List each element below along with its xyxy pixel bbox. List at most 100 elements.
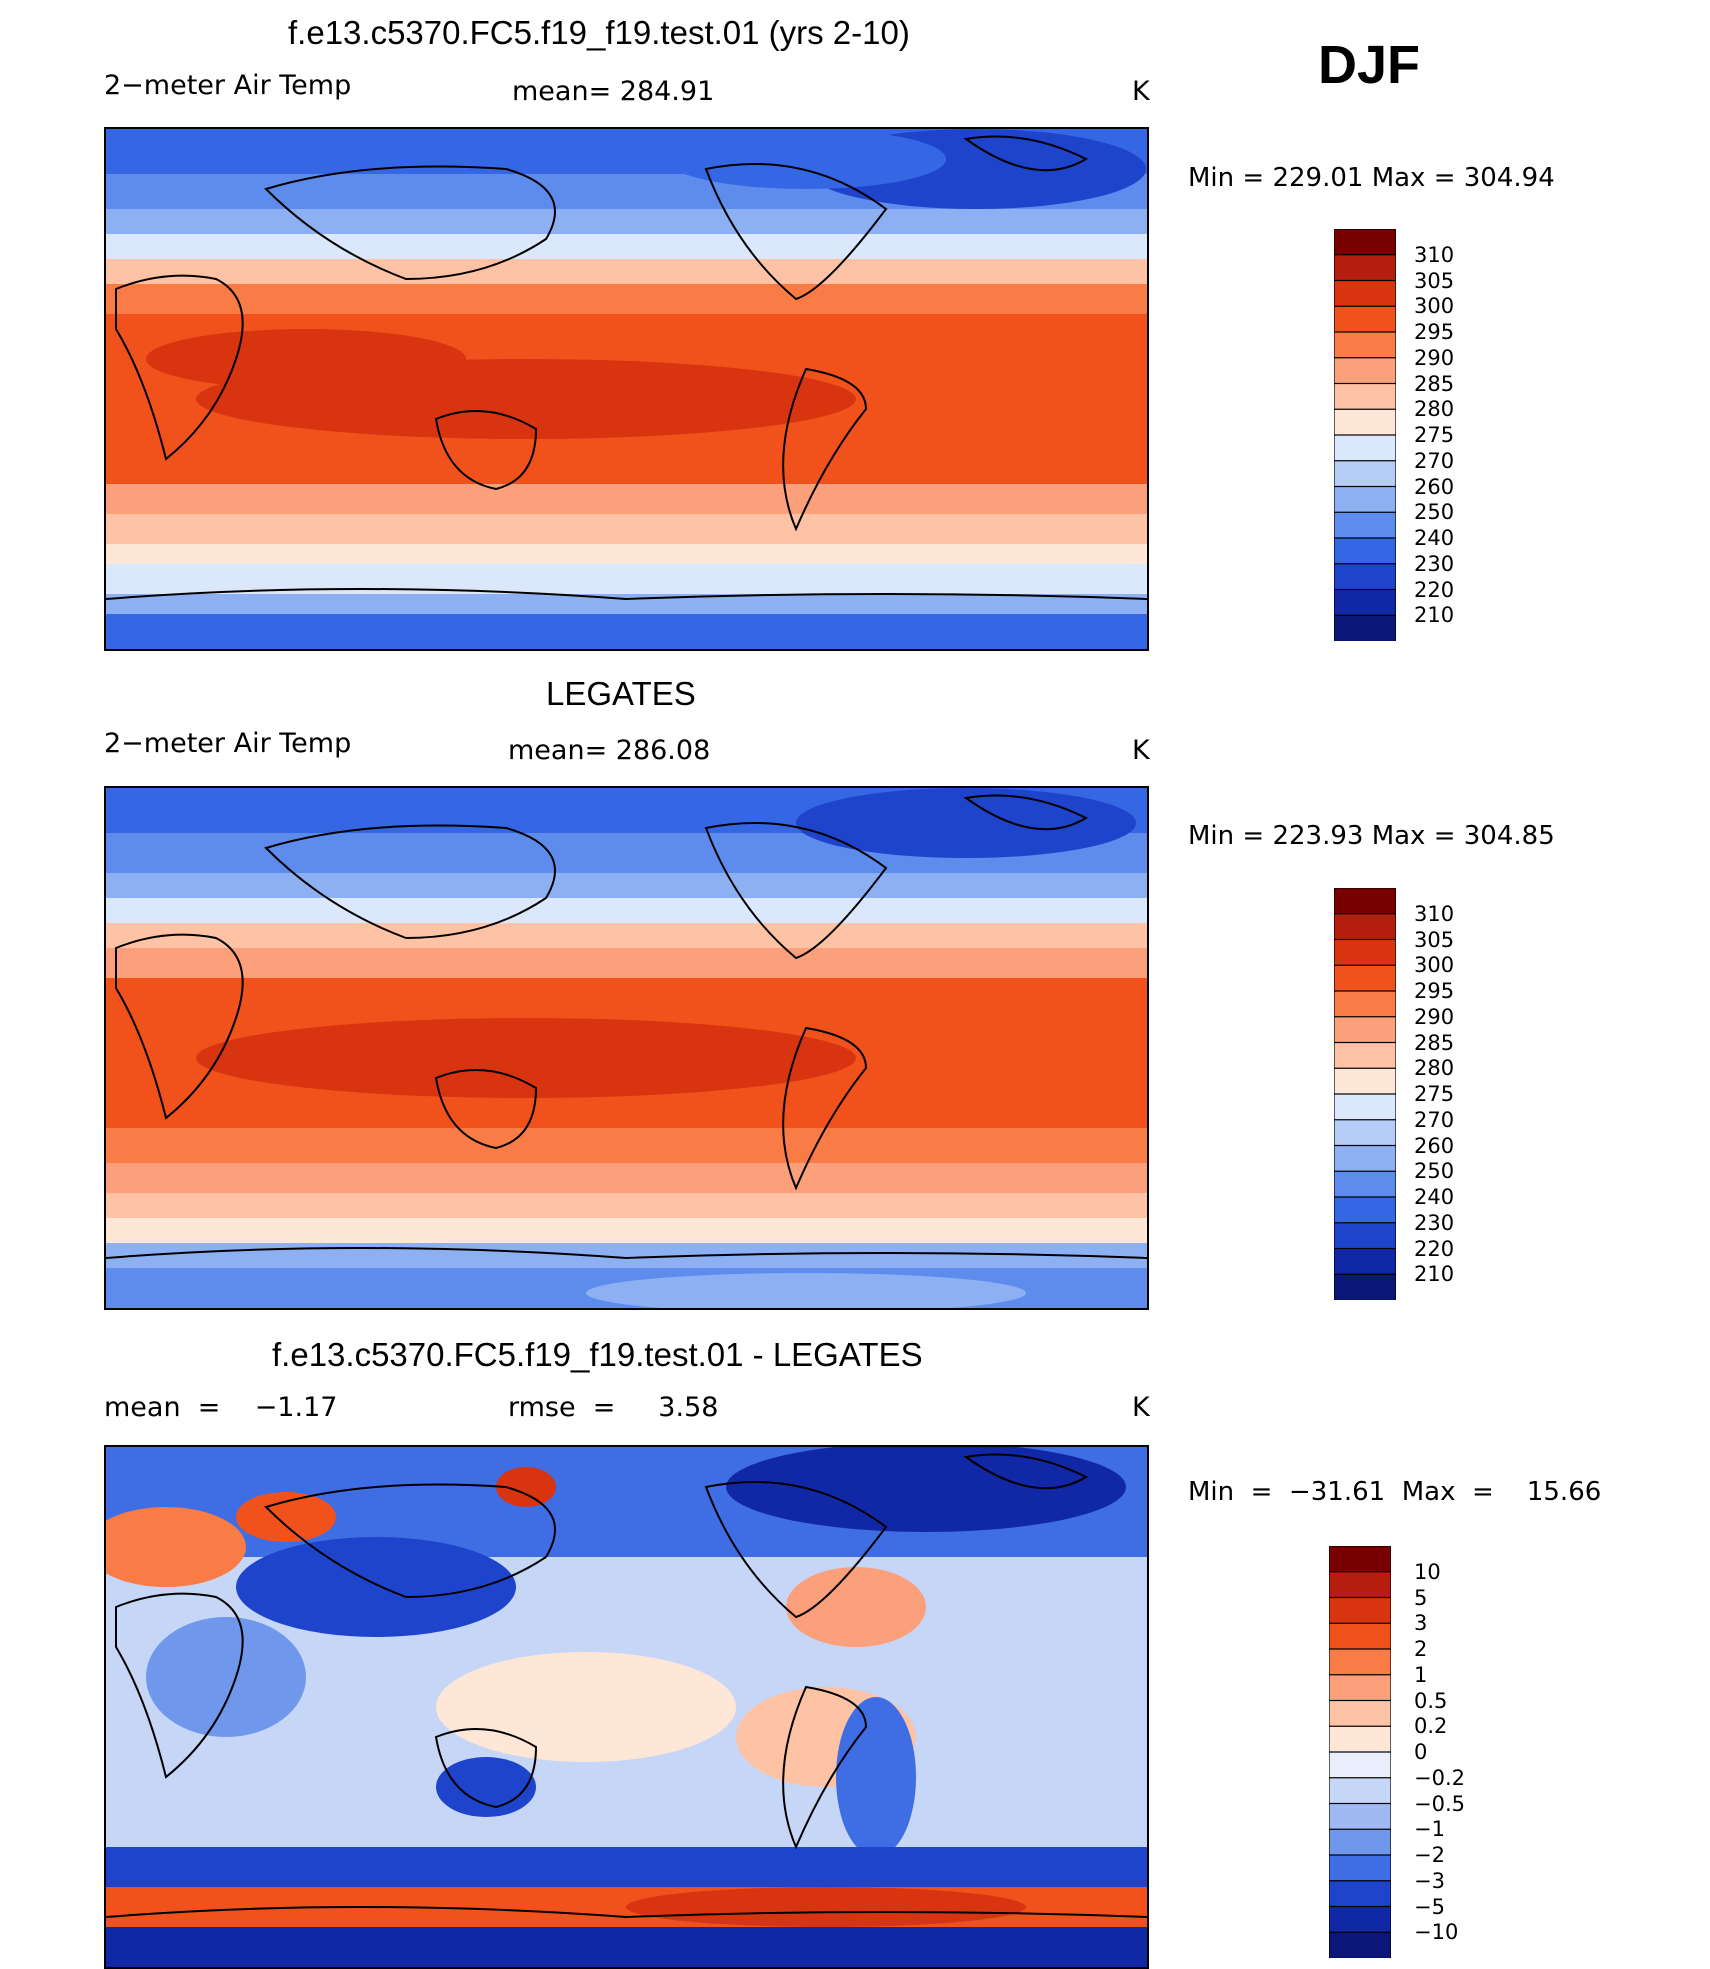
panel-model-colorbar-svg	[1333, 228, 1397, 643]
panel-model-map-svg	[106, 129, 1147, 649]
colorbar-swatch	[1328, 1648, 1392, 1676]
colorbar-swatch	[1333, 1041, 1397, 1070]
colorbar-swatch	[1328, 1828, 1392, 1857]
colorbar-tick-label: 280	[1414, 397, 1455, 422]
coastlines	[106, 1453, 1147, 1919]
colorbar-tick-label: 295	[1414, 979, 1455, 1003]
colorbar-swatch	[1333, 279, 1397, 308]
temperature-bands	[106, 129, 1147, 649]
panel-obs-map-svg	[106, 788, 1147, 1308]
colorbar-tick-label: 250	[1414, 1159, 1455, 1184]
colorbar-tick-label: 230	[1414, 551, 1455, 576]
panel-model-variable: 2−meter Air Temp	[104, 70, 352, 101]
colorbar-swatch	[1333, 357, 1397, 385]
colorbar-swatch	[1328, 1622, 1392, 1651]
colorbar-swatch	[1333, 1016, 1397, 1044]
colorbar-tick-label: 220	[1414, 577, 1455, 602]
colorbar-swatch	[1333, 887, 1397, 915]
colorbar-tick-label: −2	[1414, 1843, 1445, 1867]
colorbar-swatch	[1333, 588, 1397, 617]
colorbar-tick-label: 280	[1414, 1056, 1455, 1081]
colorbar-swatch	[1328, 1854, 1392, 1882]
colorbar-tick-label: 10	[1414, 1559, 1441, 1584]
temperature-bands	[106, 788, 1147, 1308]
panel-diff-minmax: Min = −31.61 Max = 15.66	[1188, 1477, 1602, 1507]
colorbar-tick-label: 300	[1414, 953, 1455, 978]
colorbar-swatch	[1328, 1725, 1392, 1754]
colorbar-swatch	[1333, 1247, 1397, 1276]
panel-obs-title: LEGATES	[546, 675, 696, 712]
colorbar-tick-label: 285	[1414, 371, 1455, 396]
colorbar-swatch	[1328, 1699, 1392, 1728]
colorbar-tick-label: 270	[1414, 448, 1455, 473]
colorbar-swatch	[1333, 938, 1397, 967]
colorbar-swatch	[1333, 511, 1397, 540]
colorbar-tick-label: 260	[1414, 474, 1455, 499]
colorbar-swatch	[1328, 1880, 1392, 1908]
colorbar-tick-label: 310	[1414, 242, 1455, 267]
colorbar-swatch	[1333, 1273, 1397, 1302]
colorbar-swatch	[1333, 434, 1397, 462]
colorbar-tick-label: 2	[1414, 1637, 1428, 1661]
panel-obs-minmax: Min = 223.93 Max = 304.85	[1188, 821, 1555, 851]
panel-model-mean: mean= 284.91	[512, 76, 715, 107]
colorbar-swatch	[1333, 254, 1397, 282]
colorbar-swatch	[1333, 382, 1397, 411]
colorbar-tick-label: 250	[1414, 500, 1455, 525]
colorbar-swatch	[1328, 1931, 1392, 1960]
colorbar-swatch	[1328, 1802, 1392, 1831]
panel-diff-map	[104, 1445, 1149, 1969]
panel-obs-mean: mean= 286.08	[508, 735, 711, 766]
panel-model-colorbar	[1333, 228, 1397, 643]
colorbar-swatch	[1333, 228, 1397, 256]
colorbar-swatch	[1333, 1170, 1397, 1199]
panel-diff-colorbar-svg	[1328, 1545, 1392, 1960]
colorbar-swatch	[1333, 913, 1397, 941]
colorbar-tick-label: 1	[1414, 1662, 1428, 1687]
colorbar-tick-label: 295	[1414, 320, 1455, 344]
colorbar-swatch	[1328, 1596, 1392, 1625]
colorbar-tick-label: 300	[1414, 294, 1455, 319]
panel-model-title: f.e13.c5370.FC5.f19_f19.test.01 (yrs 2-1…	[288, 14, 910, 51]
colorbar-tick-label: 0.5	[1414, 1688, 1448, 1713]
colorbar-tick-label: 290	[1414, 1004, 1455, 1029]
colorbar-swatch	[1328, 1545, 1392, 1573]
panel-diff-rmse: rmse = 3.58	[508, 1392, 719, 1423]
panel-diff-mean: mean = −1.17	[104, 1392, 338, 1423]
panel-obs-colorbar	[1333, 887, 1397, 1302]
coastlines	[106, 135, 1147, 601]
panel-obs-colorbar-svg	[1333, 887, 1397, 1302]
difference-field	[106, 1447, 1147, 1967]
panel-model-map	[104, 127, 1149, 651]
coastlines	[106, 794, 1147, 1260]
colorbar-swatch	[1328, 1905, 1392, 1934]
colorbar-swatch	[1333, 1222, 1397, 1250]
colorbar-tick-label: 270	[1414, 1107, 1455, 1132]
colorbar-tick-label: 240	[1414, 1185, 1455, 1209]
panel-obs-map	[104, 786, 1149, 1310]
colorbar-tick-label: 285	[1414, 1030, 1455, 1055]
colorbar-swatch	[1328, 1674, 1392, 1702]
colorbar-swatch	[1333, 485, 1397, 514]
colorbar-swatch	[1333, 1067, 1397, 1096]
colorbar-swatch	[1333, 305, 1397, 334]
colorbar-tick-label: 275	[1414, 1082, 1455, 1106]
colorbar-tick-label: −3	[1414, 1868, 1445, 1893]
colorbar-tick-label: 260	[1414, 1133, 1455, 1158]
colorbar-tick-label: 3	[1414, 1611, 1428, 1636]
panel-model-minmax: Min = 229.01 Max = 304.94	[1188, 163, 1555, 193]
colorbar-swatch	[1333, 990, 1397, 1018]
colorbar-swatch	[1333, 964, 1397, 993]
colorbar-tick-label: 310	[1414, 901, 1455, 926]
panel-diff-title: f.e13.c5370.FC5.f19_f19.test.01 - LEGATE…	[272, 1336, 923, 1373]
colorbar-swatch	[1333, 537, 1397, 565]
colorbar-tick-label: 240	[1414, 526, 1455, 550]
colorbar-swatch	[1333, 460, 1397, 488]
colorbar-tick-label: −0.2	[1414, 1765, 1465, 1790]
colorbar-tick-label: 5	[1414, 1585, 1428, 1610]
panel-obs-variable: 2−meter Air Temp	[104, 728, 352, 759]
colorbar-tick-label: −5	[1414, 1894, 1445, 1919]
colorbar-tick-label: 290	[1414, 345, 1455, 370]
colorbar-swatch	[1333, 1093, 1397, 1121]
colorbar-swatch	[1328, 1571, 1392, 1599]
